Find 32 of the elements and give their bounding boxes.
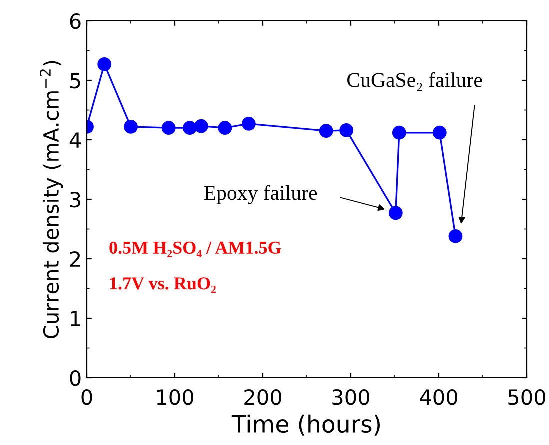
point	[242, 116, 256, 131]
point	[124, 120, 138, 134]
x-tick-label: 500	[508, 389, 546, 406]
y-tick-label: 4	[70, 132, 81, 148]
point	[388, 206, 403, 220]
x-tick-label: 0	[82, 389, 92, 406]
point	[340, 124, 354, 138]
annotation: CuGaSe₂ failure	[348, 72, 482, 92]
point	[319, 124, 334, 138]
point	[392, 126, 406, 140]
x-tick-label: 300	[332, 389, 370, 406]
y-tick-label: 3	[70, 192, 80, 208]
y-tick-label: 5	[70, 73, 80, 89]
x-tick-label: 100	[157, 389, 194, 406]
point	[194, 119, 208, 134]
point	[162, 121, 176, 136]
annotation: 0.5M H₂SO₄ / AM1.5G	[110, 242, 282, 258]
point	[448, 229, 463, 244]
x-tick-label: 200	[244, 389, 282, 406]
x-tick-label: 400	[420, 389, 458, 406]
y-tick-label: 6	[70, 13, 81, 30]
y-tick-label: 0	[70, 370, 81, 386]
point	[183, 121, 197, 136]
y-axis-title: Current density (mA.cm$^{−2}$)	[40, 61, 64, 338]
annotation: Epoxy failure	[204, 185, 318, 204]
y-tick-label: 2	[70, 251, 80, 267]
point	[218, 121, 232, 136]
annotation: 1.7V vs. RuO₂	[110, 278, 216, 294]
y-tick-label: 1	[71, 311, 80, 326]
point	[432, 126, 447, 140]
point	[98, 57, 112, 72]
x-axis-title: Time (hours)	[232, 414, 380, 436]
